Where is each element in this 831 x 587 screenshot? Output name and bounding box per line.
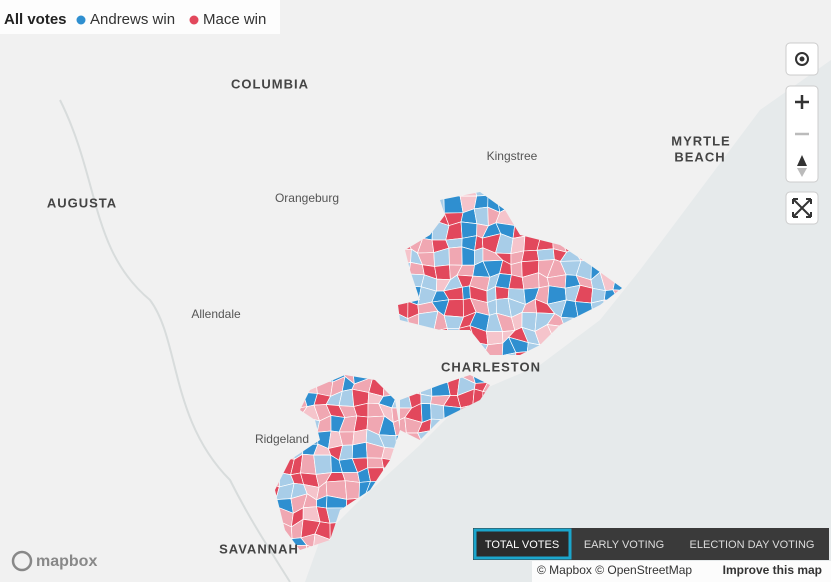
place-label: Kingstree bbox=[487, 149, 538, 163]
attribution[interactable]: © Mapbox © OpenStreetMap bbox=[537, 563, 692, 577]
precinct[interactable] bbox=[366, 457, 384, 469]
map-controls bbox=[785, 42, 819, 225]
place-label: Ridgeland bbox=[255, 432, 309, 446]
compass[interactable] bbox=[797, 155, 807, 166]
place-label: Orangeburg bbox=[275, 191, 339, 205]
header: All votes Andrews win Mace win bbox=[0, 0, 280, 34]
tab-active[interactable] bbox=[473, 528, 572, 560]
precinct[interactable] bbox=[473, 195, 489, 210]
legend-bg bbox=[0, 0, 280, 34]
ocean bbox=[305, 60, 831, 582]
precinct[interactable] bbox=[508, 274, 525, 290]
precinct[interactable] bbox=[461, 246, 475, 266]
precinct[interactable] bbox=[486, 331, 504, 346]
legend-swatch bbox=[189, 15, 199, 25]
precinct[interactable] bbox=[344, 480, 360, 500]
improve-link[interactable]: Improve this map bbox=[723, 563, 822, 577]
legend-label: Mace win bbox=[203, 11, 266, 28]
place-label: COLUMBIA bbox=[231, 76, 309, 91]
fullscreen-icon bbox=[792, 198, 812, 218]
locate-icon bbox=[795, 52, 809, 66]
precinct[interactable] bbox=[445, 237, 463, 249]
precinct[interactable] bbox=[313, 454, 332, 475]
zoom-in[interactable] bbox=[795, 95, 809, 109]
river bbox=[59, 99, 291, 583]
precinct[interactable] bbox=[521, 249, 540, 263]
place-label: Allendale bbox=[191, 307, 241, 321]
tab[interactable]: EARLY VOTING bbox=[584, 539, 664, 551]
place-label: SAVANNAH bbox=[219, 541, 299, 556]
locate-icon bbox=[799, 56, 805, 62]
precinct[interactable] bbox=[351, 441, 368, 459]
precinct[interactable] bbox=[430, 403, 445, 421]
place-label: MYRTLE bbox=[671, 133, 730, 148]
tabs: TOTAL VOTES EARLY VOTING ELECTION DAY VO… bbox=[473, 528, 829, 560]
legend-title: All votes bbox=[4, 11, 67, 28]
place-label: CHARLESTON bbox=[441, 359, 541, 374]
precinct[interactable] bbox=[461, 285, 471, 300]
compass bbox=[797, 168, 807, 177]
place-label: BEACH bbox=[674, 149, 725, 164]
logo-icon bbox=[11, 550, 33, 572]
precinct[interactable] bbox=[448, 246, 463, 266]
precinct[interactable] bbox=[420, 393, 433, 405]
attribution-bg bbox=[532, 561, 831, 582]
tab[interactable]: ELECTION DAY VOTING bbox=[690, 539, 815, 551]
legend-label: Andrews win bbox=[90, 11, 175, 28]
legend-swatch bbox=[76, 15, 86, 25]
precinct[interactable] bbox=[536, 248, 555, 261]
logo[interactable]: mapbox bbox=[36, 553, 97, 570]
precinct[interactable] bbox=[434, 264, 451, 281]
place-label: AUGUSTA bbox=[47, 195, 117, 210]
precinct[interactable] bbox=[495, 286, 510, 300]
tab[interactable]: TOTAL VOTES bbox=[485, 539, 559, 551]
